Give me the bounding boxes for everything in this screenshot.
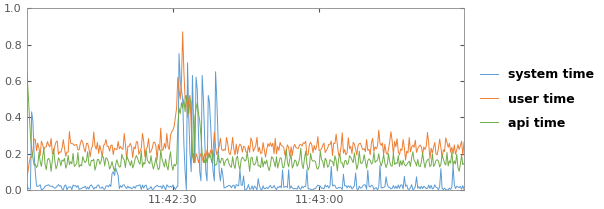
api time — [460, 162, 467, 164]
user time — [437, 146, 445, 149]
user time — [77, 142, 84, 144]
system time — [439, 187, 446, 190]
api time — [111, 170, 118, 173]
api time — [176, 112, 184, 115]
Line: user time: user time — [27, 32, 464, 175]
user time — [216, 145, 223, 148]
Line: system time: system time — [27, 54, 464, 190]
api time — [216, 160, 223, 162]
user time — [460, 141, 467, 143]
system time — [176, 80, 184, 82]
system time — [23, 184, 30, 186]
user time — [23, 174, 30, 177]
api time — [437, 163, 445, 165]
api time — [155, 168, 162, 171]
system time — [175, 52, 182, 55]
api time — [77, 163, 84, 166]
Legend: system time, user time, api time: system time, user time, api time — [475, 63, 600, 135]
user time — [153, 159, 161, 161]
user time — [168, 131, 175, 133]
system time — [241, 189, 248, 191]
system time — [77, 187, 84, 190]
system time — [168, 186, 175, 189]
user time — [175, 89, 182, 91]
system time — [153, 184, 161, 187]
system time — [460, 188, 467, 190]
Line: api time: api time — [27, 72, 464, 171]
api time — [169, 169, 176, 172]
api time — [23, 71, 30, 73]
system time — [216, 171, 223, 173]
user time — [179, 31, 186, 33]
